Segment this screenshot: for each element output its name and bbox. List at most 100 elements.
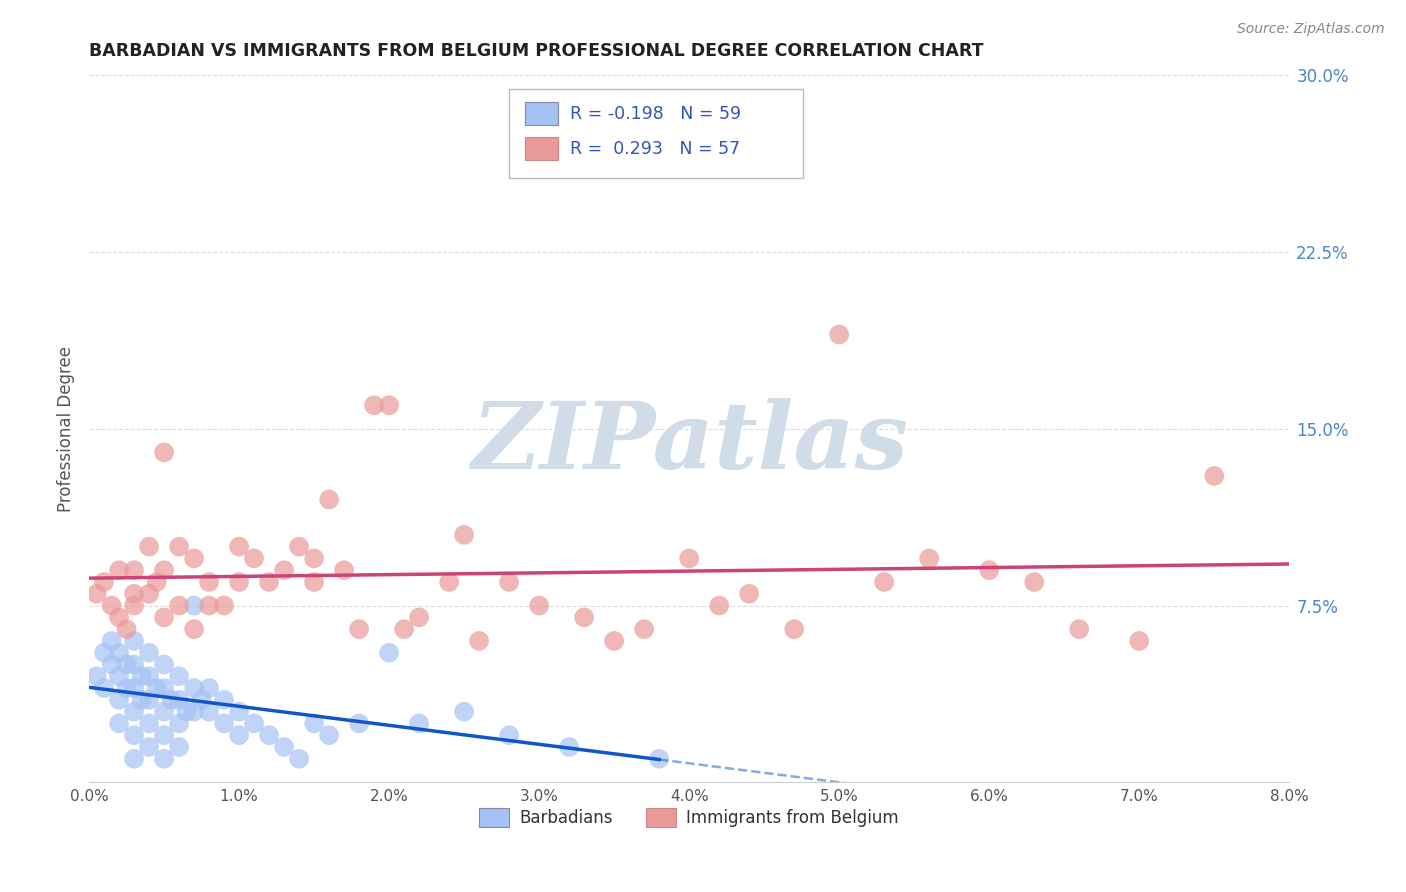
Text: ZIPatlas: ZIPatlas	[471, 398, 908, 488]
Point	[93, 646, 115, 660]
Point	[228, 574, 250, 589]
Point	[603, 634, 626, 648]
Point	[408, 716, 430, 731]
Point	[183, 551, 205, 566]
Point	[198, 705, 221, 719]
Point	[1204, 469, 1226, 483]
Point	[131, 693, 153, 707]
Point	[648, 752, 671, 766]
Point	[257, 574, 280, 589]
Point	[302, 551, 325, 566]
Point	[243, 551, 266, 566]
Point	[138, 669, 160, 683]
Point	[122, 728, 145, 742]
Point	[333, 563, 356, 577]
Point	[873, 574, 896, 589]
Point	[138, 693, 160, 707]
Point	[228, 705, 250, 719]
Point	[115, 622, 138, 636]
Point	[318, 728, 340, 742]
Point	[108, 716, 131, 731]
Point	[498, 728, 520, 742]
Point	[145, 681, 167, 695]
Point	[153, 681, 176, 695]
Point	[468, 634, 491, 648]
Point	[153, 705, 176, 719]
Point	[273, 739, 295, 754]
Bar	[524, 102, 558, 125]
Point	[558, 739, 581, 754]
Text: Source: ZipAtlas.com: Source: ZipAtlas.com	[1237, 22, 1385, 37]
Point	[302, 716, 325, 731]
Point	[108, 563, 131, 577]
Text: R =  0.293   N = 57: R = 0.293 N = 57	[571, 140, 741, 159]
Point	[392, 622, 415, 636]
Point	[138, 540, 160, 554]
Point	[437, 574, 460, 589]
Point	[167, 739, 190, 754]
Point	[153, 445, 176, 459]
Point	[183, 599, 205, 613]
Point	[122, 563, 145, 577]
Point	[243, 716, 266, 731]
Point	[378, 646, 401, 660]
Point	[453, 528, 475, 542]
Point	[183, 681, 205, 695]
Point	[138, 646, 160, 660]
Point	[131, 669, 153, 683]
Point	[86, 669, 108, 683]
Point	[190, 693, 212, 707]
Point	[183, 622, 205, 636]
Point	[1069, 622, 1091, 636]
Point	[288, 540, 311, 554]
Point	[979, 563, 1001, 577]
Point	[167, 599, 190, 613]
Point	[153, 752, 176, 766]
Point	[678, 551, 700, 566]
Point	[273, 563, 295, 577]
Point	[288, 752, 311, 766]
Point	[100, 634, 122, 648]
Point	[93, 574, 115, 589]
Point	[212, 716, 235, 731]
Point	[257, 728, 280, 742]
Point	[167, 540, 190, 554]
Point	[408, 610, 430, 624]
Y-axis label: Professional Degree: Professional Degree	[58, 346, 75, 512]
Point	[212, 599, 235, 613]
Point	[122, 634, 145, 648]
Point	[1024, 574, 1046, 589]
Point	[153, 610, 176, 624]
Point	[145, 574, 167, 589]
Point	[176, 705, 198, 719]
Point	[108, 646, 131, 660]
Point	[122, 587, 145, 601]
Point	[828, 327, 851, 342]
Point	[108, 693, 131, 707]
Point	[318, 492, 340, 507]
Point	[707, 599, 730, 613]
Point	[100, 599, 122, 613]
Point	[93, 681, 115, 695]
Point	[122, 681, 145, 695]
Point	[498, 574, 520, 589]
Point	[347, 716, 370, 731]
Legend: Barbadians, Immigrants from Belgium: Barbadians, Immigrants from Belgium	[472, 802, 905, 834]
Point	[108, 669, 131, 683]
Point	[633, 622, 655, 636]
Point	[783, 622, 806, 636]
Point	[183, 705, 205, 719]
Point	[198, 599, 221, 613]
Point	[108, 610, 131, 624]
Point	[228, 540, 250, 554]
Point	[738, 587, 761, 601]
Point	[918, 551, 941, 566]
Point	[453, 705, 475, 719]
Point	[122, 752, 145, 766]
FancyBboxPatch shape	[509, 89, 803, 178]
Point	[572, 610, 595, 624]
Point	[86, 587, 108, 601]
Point	[378, 398, 401, 412]
Point	[122, 705, 145, 719]
Point	[153, 728, 176, 742]
